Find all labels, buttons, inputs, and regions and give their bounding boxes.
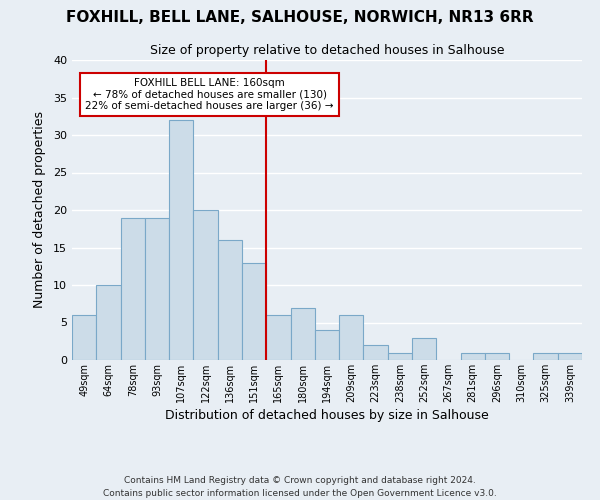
Bar — [485, 352, 509, 360]
Y-axis label: Number of detached properties: Number of detached properties — [33, 112, 46, 308]
Bar — [121, 218, 145, 360]
Bar — [558, 352, 582, 360]
Bar — [96, 285, 121, 360]
Bar — [72, 315, 96, 360]
Bar — [193, 210, 218, 360]
Bar — [169, 120, 193, 360]
Text: FOXHILL BELL LANE: 160sqm
← 78% of detached houses are smaller (130)
22% of semi: FOXHILL BELL LANE: 160sqm ← 78% of detac… — [85, 78, 334, 111]
Bar — [266, 315, 290, 360]
Bar — [242, 262, 266, 360]
Bar — [218, 240, 242, 360]
Text: FOXHILL, BELL LANE, SALHOUSE, NORWICH, NR13 6RR: FOXHILL, BELL LANE, SALHOUSE, NORWICH, N… — [66, 10, 534, 25]
Bar — [290, 308, 315, 360]
X-axis label: Distribution of detached houses by size in Salhouse: Distribution of detached houses by size … — [165, 409, 489, 422]
Bar — [412, 338, 436, 360]
Bar — [533, 352, 558, 360]
Bar — [364, 345, 388, 360]
Bar — [461, 352, 485, 360]
Bar — [388, 352, 412, 360]
Title: Size of property relative to detached houses in Salhouse: Size of property relative to detached ho… — [150, 44, 504, 58]
Text: Contains HM Land Registry data © Crown copyright and database right 2024.
Contai: Contains HM Land Registry data © Crown c… — [103, 476, 497, 498]
Bar — [145, 218, 169, 360]
Bar — [315, 330, 339, 360]
Bar — [339, 315, 364, 360]
